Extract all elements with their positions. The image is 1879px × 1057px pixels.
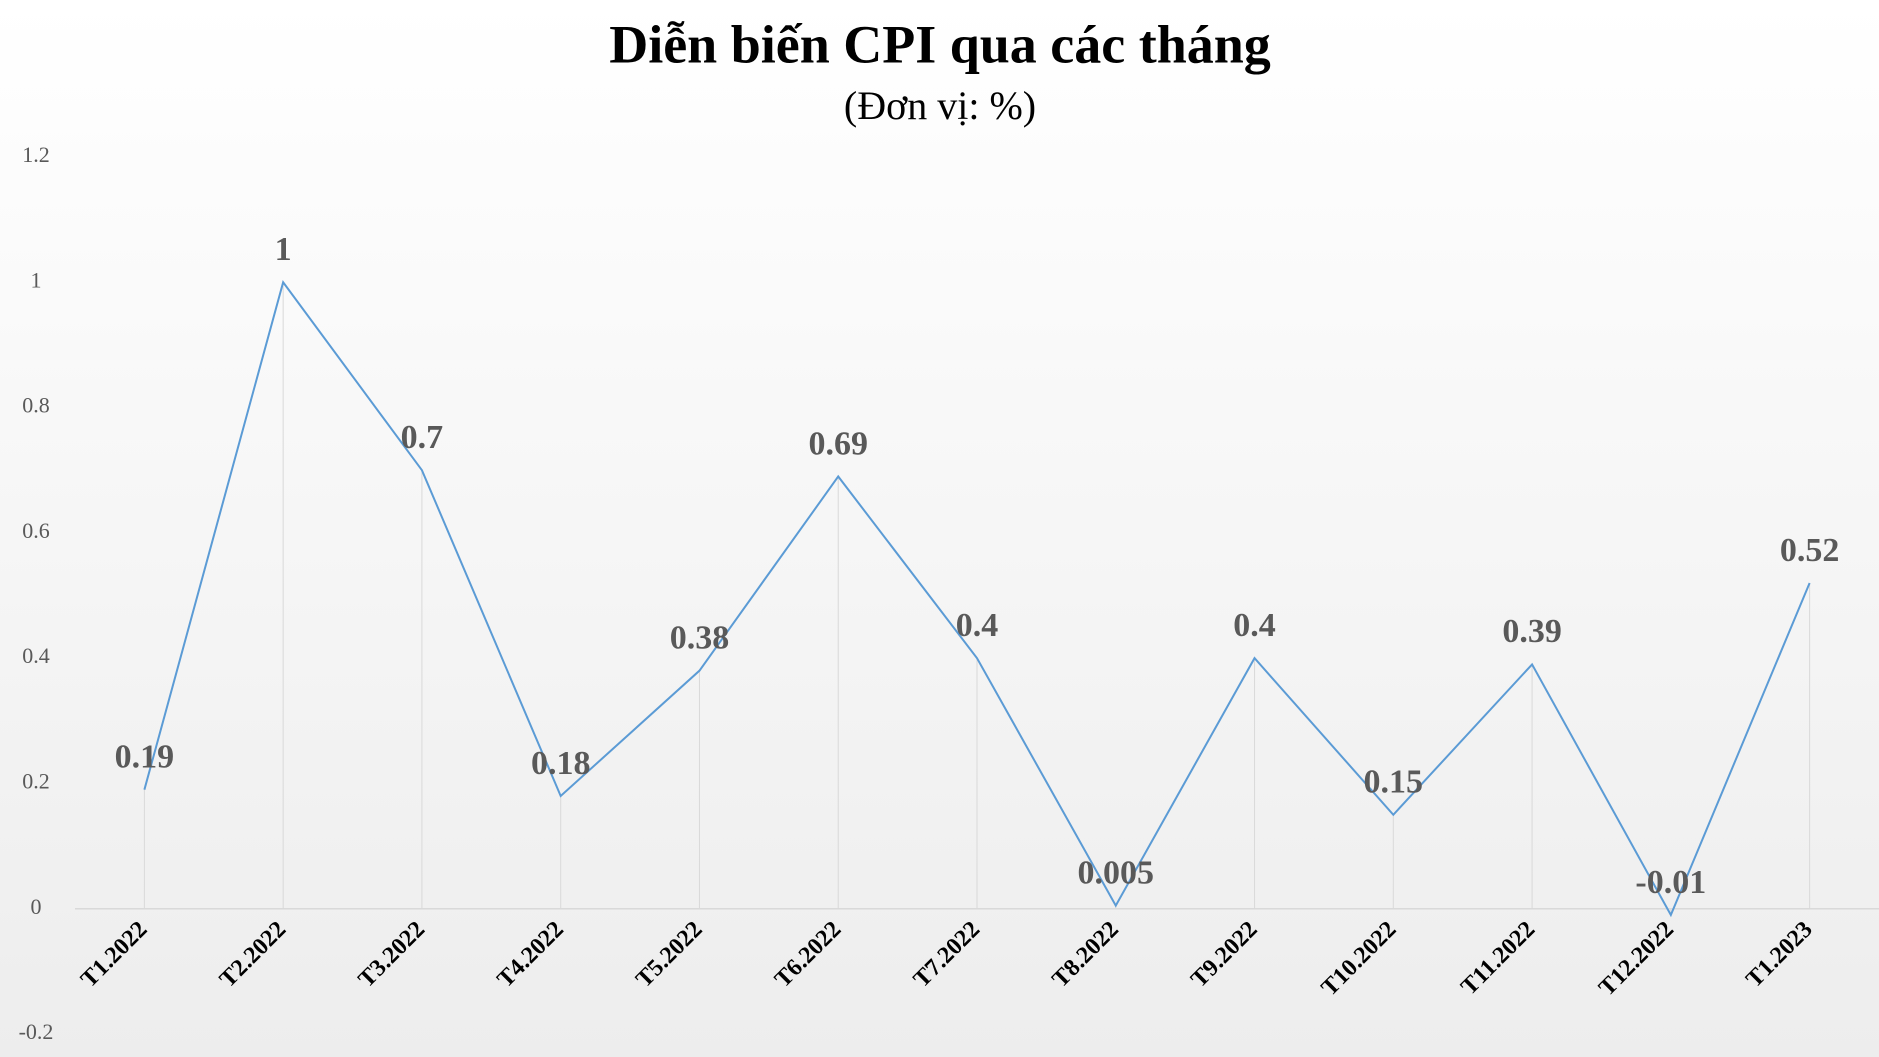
- data-label: 0.15: [1364, 764, 1424, 801]
- y-tick-label: -0.2: [19, 1019, 54, 1044]
- data-label: 0.4: [1233, 607, 1276, 644]
- y-tick-label: 0.8: [22, 393, 50, 418]
- y-tick-label: 0: [31, 894, 42, 919]
- data-label: 0.39: [1502, 613, 1562, 650]
- data-line: [143, 280, 1811, 918]
- data-label: 0.4: [956, 607, 999, 644]
- data-label: 0.005: [1078, 854, 1155, 891]
- data-label: 0.38: [670, 619, 730, 656]
- data-label: 0.19: [115, 738, 175, 775]
- data-label: 0.69: [808, 425, 868, 462]
- data-label: 0.18: [531, 745, 591, 782]
- y-tick-label: 1.2: [22, 142, 50, 167]
- chart-subtitle: (Đơn vị: %): [844, 83, 1036, 128]
- data-label: -0.01: [1635, 864, 1706, 901]
- chart-title: Diễn biến CPI qua các tháng: [609, 14, 1271, 74]
- y-tick-label: 1: [31, 267, 42, 292]
- data-label: 0.52: [1780, 532, 1840, 569]
- y-tick-label: 0.6: [22, 518, 50, 543]
- data-label: 0.7: [401, 419, 444, 456]
- y-tick-label: 0.4: [22, 643, 50, 668]
- data-label: 1: [275, 231, 292, 268]
- y-tick-label: 0.2: [22, 768, 50, 793]
